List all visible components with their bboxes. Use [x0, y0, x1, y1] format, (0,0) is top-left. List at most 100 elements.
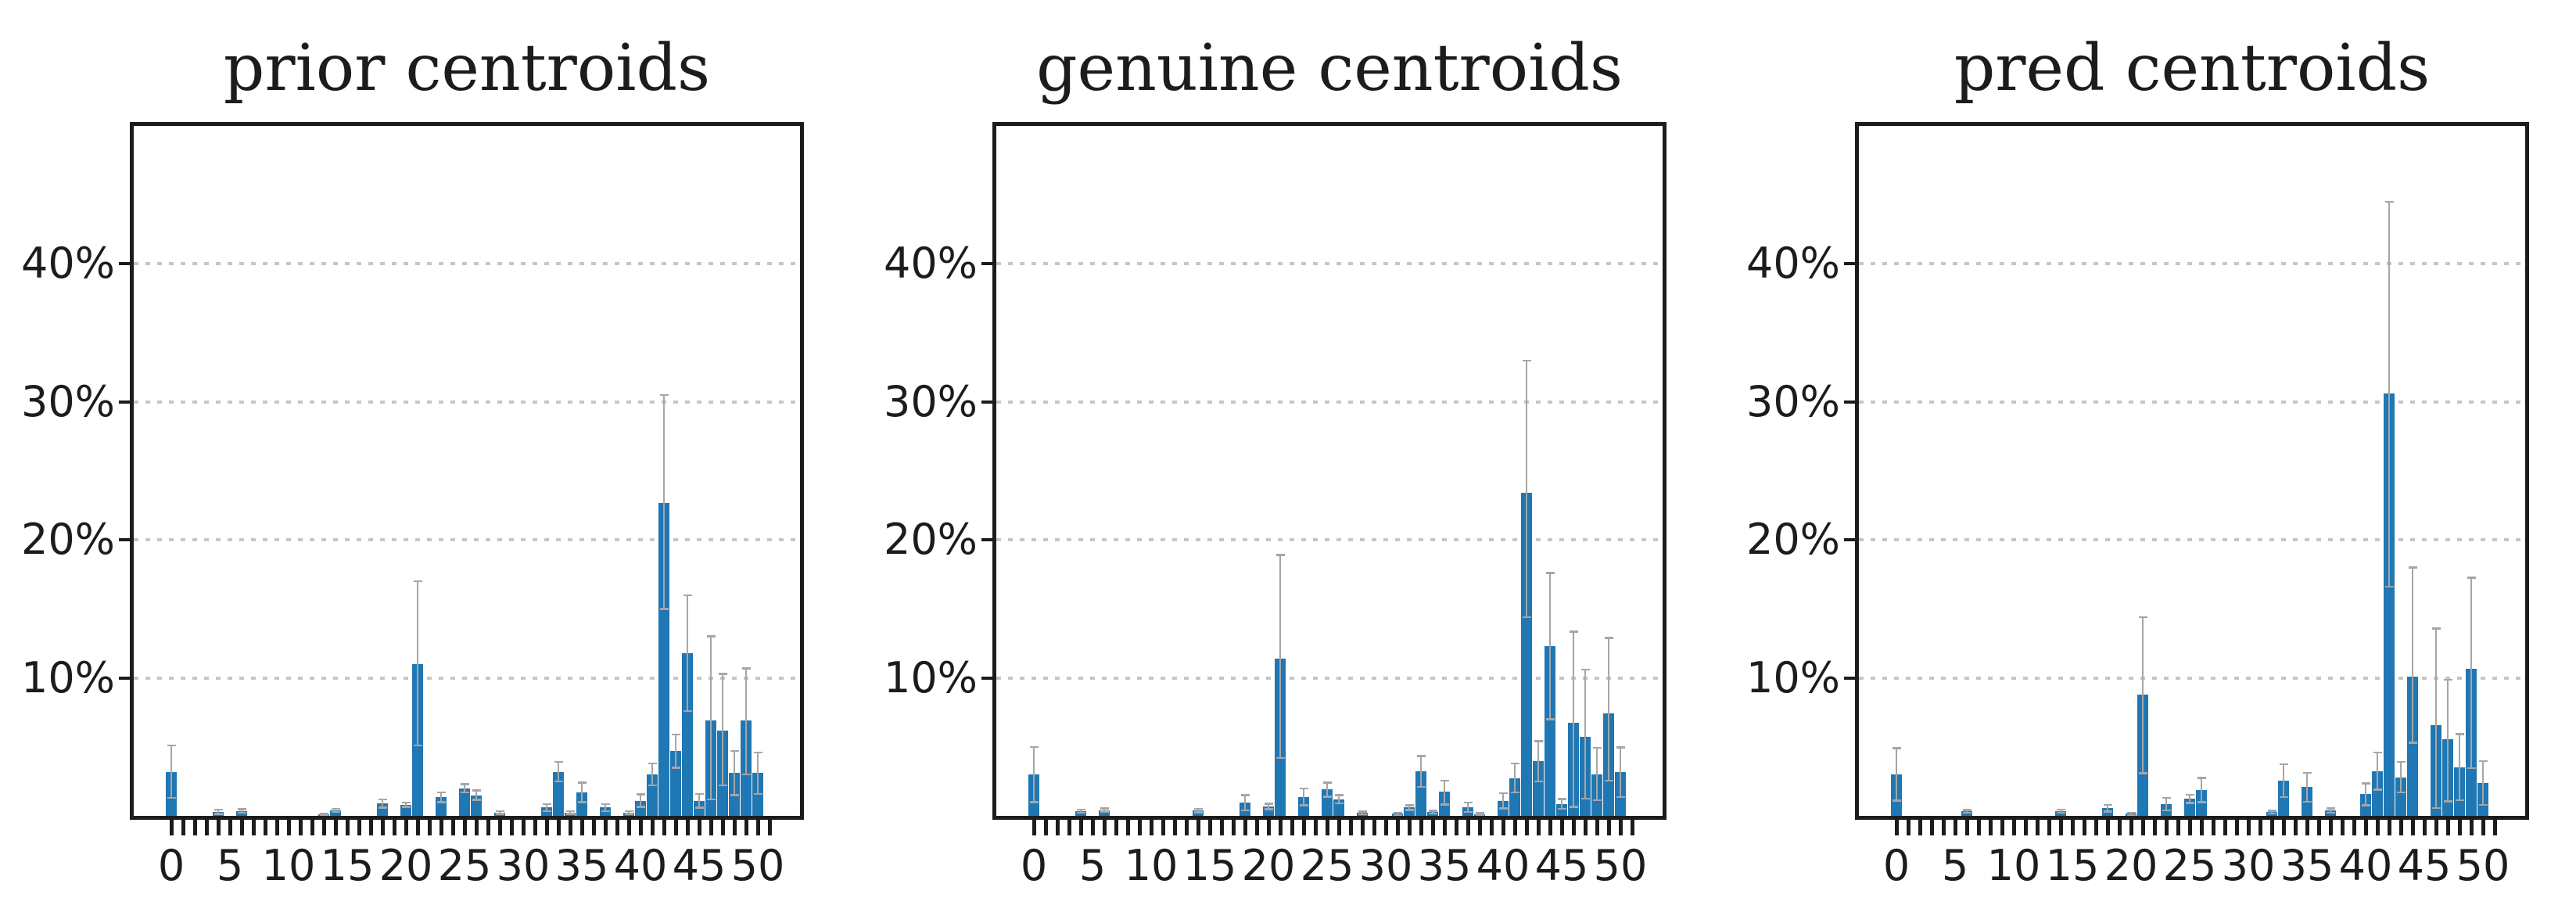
bar: [658, 502, 669, 816]
x-axis-tick: [556, 820, 561, 835]
error-bar-cap: [1193, 811, 1203, 814]
x-axis-tick: [251, 820, 256, 835]
error-bar: [217, 810, 220, 814]
x-axis-tick: [2269, 820, 2274, 835]
error-bar-cap: [1240, 794, 1250, 796]
error-bar-cap: [1416, 755, 1426, 757]
error-bar-cap: [413, 744, 422, 747]
x-tick-label: 10: [1986, 841, 2041, 890]
error-bar-cap: [2162, 809, 2171, 812]
y-axis-tick: [981, 400, 992, 404]
x-axis-tick: [1055, 820, 1060, 835]
error-bar-cap: [413, 580, 422, 583]
error-bar: [1408, 805, 1411, 810]
error-bar-cap: [554, 760, 563, 763]
bar: [1298, 796, 1309, 816]
x-axis-tick: [2434, 820, 2438, 835]
x-axis-tick: [615, 820, 619, 835]
error-bar-cap: [1962, 809, 1971, 811]
error-bar: [1466, 802, 1469, 813]
error-bar-cap: [1240, 809, 1250, 812]
error-bar-cap: [331, 807, 340, 810]
bar: [1556, 803, 1567, 816]
x-axis-tick: [1313, 820, 1318, 835]
x-axis-tick: [228, 820, 232, 835]
x-axis-tick: [1571, 820, 1576, 835]
gridline: [1859, 262, 2525, 266]
error-bar-cap: [472, 789, 481, 792]
x-axis-tick: [1301, 820, 1306, 835]
error-bar: [2200, 778, 2203, 803]
error-bar-cap: [2478, 803, 2488, 806]
error-bar: [1337, 795, 1340, 804]
x-axis-tick: [1941, 820, 1946, 835]
gridline: [996, 538, 1663, 542]
error-bar-cap: [2279, 796, 2288, 799]
x-axis-tick: [192, 820, 197, 835]
error-bar-cap: [1604, 637, 1613, 639]
x-axis-tick: [533, 820, 537, 835]
error-bar-cap: [624, 810, 633, 813]
error-bar-cap: [2326, 807, 2335, 810]
x-axis-tick: [1372, 820, 1376, 835]
error-bar-cap: [1264, 808, 1273, 810]
x-axis-tick: [1278, 820, 1283, 835]
x-axis-tick: [450, 820, 455, 835]
error-bar-cap: [2126, 811, 2136, 814]
x-axis-tick: [2492, 820, 2497, 835]
x-axis-tick: [650, 820, 655, 835]
x-axis-tick: [638, 820, 643, 835]
x-tick-label: 40: [613, 841, 668, 890]
gridline: [996, 400, 1663, 404]
bar: [576, 792, 587, 816]
error-bar: [2270, 810, 2273, 814]
x-axis-tick: [2000, 820, 2004, 835]
gridline: [134, 676, 800, 680]
x-tick-label: 5: [1941, 841, 1969, 890]
error-bar-cap: [671, 767, 680, 769]
error-bar-cap: [1358, 813, 1367, 816]
error-bar: [2364, 783, 2367, 806]
y-tick-label: 10%: [883, 652, 978, 702]
error-bar-cap: [694, 806, 704, 809]
bar: [2384, 393, 2395, 816]
x-tick-label: 40: [1476, 841, 1530, 890]
bar: [2196, 790, 2207, 816]
x-axis-tick: [2422, 820, 2427, 835]
error-bar-cap: [1580, 797, 1590, 800]
x-axis-tick: [1031, 820, 1036, 835]
x-axis-tick: [1906, 820, 1910, 835]
error-bar-cap: [495, 813, 504, 815]
error-bar-cap: [741, 773, 751, 776]
error-bar-cap: [636, 806, 645, 808]
bar: [682, 652, 693, 816]
error-bar-cap: [1393, 811, 1402, 814]
error-bar: [240, 809, 243, 813]
error-bar-cap: [2302, 771, 2312, 774]
x-axis-tick: [2199, 820, 2204, 835]
x-axis-tick: [1219, 820, 1224, 835]
error-bar-cap: [2138, 616, 2147, 619]
error-bar-cap: [1275, 554, 1285, 556]
subplot-prior-centroids: prior centroids 10% 20% 30% 40% 0 5 10 15 20 25 30…: [21, 31, 804, 890]
error-bar-cap: [565, 813, 575, 815]
error-bar-cap: [1510, 762, 1519, 765]
error-bar-cap: [2185, 802, 2194, 804]
error-bar-cap: [2056, 811, 2065, 814]
error-bar-cap: [1580, 668, 1590, 671]
x-axis-tick: [1953, 820, 1957, 835]
error-bar: [1243, 795, 1247, 810]
x-tick-label: 5: [1078, 841, 1107, 890]
error-bar: [1032, 746, 1035, 803]
y-tick-label: 20%: [20, 515, 115, 565]
error-bar-cap: [1264, 803, 1273, 805]
x-axis-tick: [673, 820, 678, 835]
x-axis-tick: [263, 820, 267, 835]
x-axis-tick: [1360, 820, 1365, 835]
error-bar: [1396, 812, 1399, 815]
error-bar-cap: [1557, 807, 1566, 810]
y-axis-tick: [981, 262, 992, 266]
x-axis-tick: [1606, 820, 1611, 835]
error-bar: [756, 752, 759, 794]
